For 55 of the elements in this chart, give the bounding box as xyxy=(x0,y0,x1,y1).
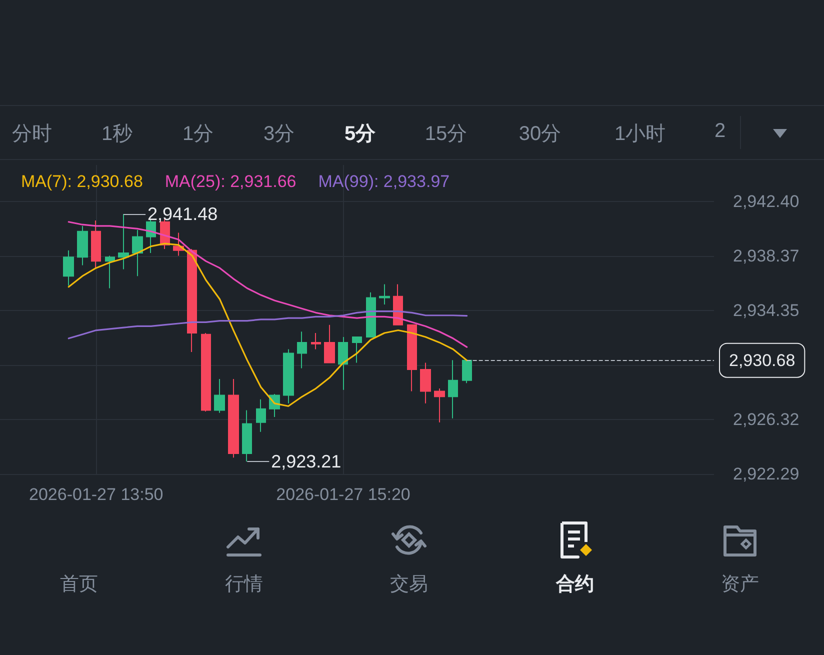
candlestick xyxy=(118,214,129,270)
text: 资产 xyxy=(721,573,759,597)
text: MA(25): 2,931.66 xyxy=(164,172,296,191)
text: 合约 xyxy=(556,573,594,597)
candlestick xyxy=(201,332,211,412)
candlestick xyxy=(256,398,266,432)
line-series xyxy=(68,310,468,340)
candlestick xyxy=(434,388,445,423)
x-tick-label: 2026-01-27 15:20 xyxy=(276,485,410,504)
text: 15分 xyxy=(424,122,468,147)
candlestick xyxy=(379,284,390,306)
candlestick xyxy=(311,332,321,350)
candlestick xyxy=(187,248,197,352)
text: 1分 xyxy=(182,122,214,147)
candlestick xyxy=(297,331,307,369)
candlestick xyxy=(63,250,74,286)
candlestick xyxy=(462,360,472,384)
y-tick-label: 2,938.37 xyxy=(733,246,800,266)
ref-line-label: 2,930.68 xyxy=(729,350,796,370)
line-series xyxy=(68,242,468,407)
text: 行情 xyxy=(225,573,263,597)
annotation: 2,923.21 xyxy=(271,452,342,472)
text: 2 xyxy=(714,120,726,143)
candlestick xyxy=(242,410,252,462)
candlestick xyxy=(132,230,143,277)
candlestick xyxy=(366,292,376,338)
text: 1小时 xyxy=(614,122,666,147)
candlestick xyxy=(91,220,101,268)
y-tick-label: 2,942.40 xyxy=(733,192,800,212)
y-tick-label: 2,934.35 xyxy=(733,301,800,320)
candlestick xyxy=(352,336,362,364)
x-tick-label: 2026-01-27 13:50 xyxy=(29,485,164,504)
candlestick xyxy=(420,362,431,404)
y-tick-label: 2,922.29 xyxy=(733,464,800,484)
candlestick xyxy=(228,378,239,458)
annotation: 2,941.48 xyxy=(148,204,218,224)
candlestick xyxy=(448,360,458,419)
text: 首页 xyxy=(60,573,98,597)
candlestick xyxy=(214,378,225,414)
text: MA(7): 2,930.68 xyxy=(21,172,143,191)
text: 5分 xyxy=(344,122,376,147)
text: 分时 xyxy=(12,122,52,147)
candlestick xyxy=(283,348,294,404)
candlestick xyxy=(105,255,115,289)
text: 3分 xyxy=(263,122,295,147)
candlestick xyxy=(77,225,88,266)
candlestick xyxy=(407,324,417,392)
text: 交易 xyxy=(390,573,428,597)
candlestick xyxy=(338,336,348,390)
line-series xyxy=(68,221,468,348)
text: MA(99): 2,933.97 xyxy=(318,172,450,191)
candlestick xyxy=(324,324,335,364)
text: 1秒 xyxy=(101,122,133,147)
text: 30分 xyxy=(518,122,562,147)
y-tick-label: 2,926.32 xyxy=(733,410,800,429)
